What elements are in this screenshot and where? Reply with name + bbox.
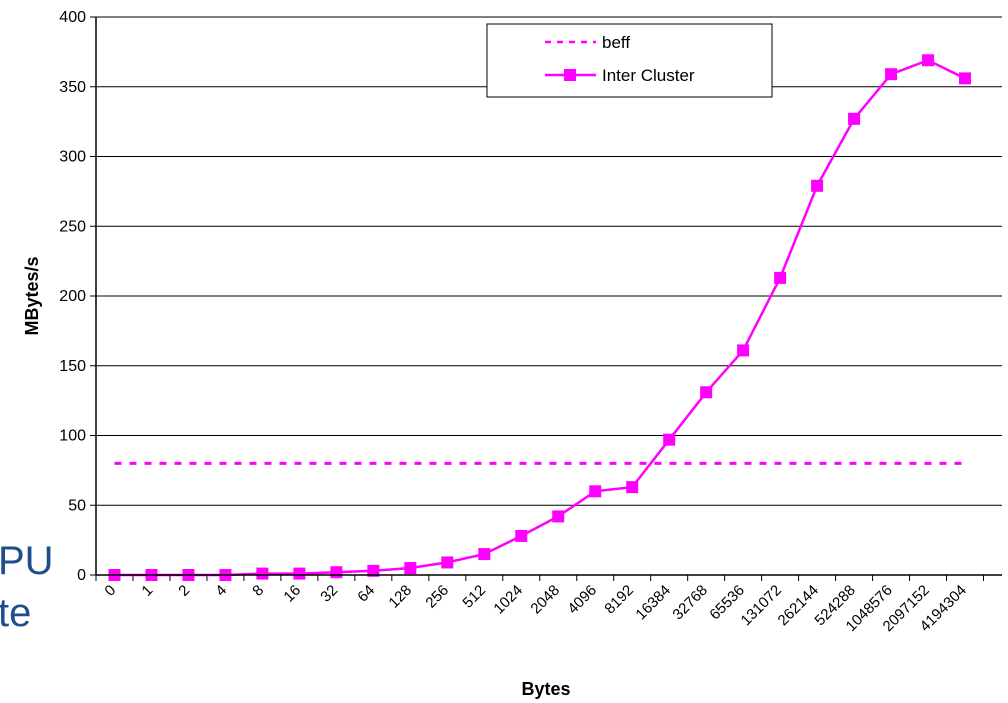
x-tick-label: 64 [354,582,378,606]
y-axis-title: MBytes/s [22,256,42,335]
data-point-marker [404,562,417,575]
data-point-marker [885,68,898,81]
x-tick-label: 1 [138,582,156,600]
data-point-marker [256,567,269,580]
y-tick-label: 350 [59,79,86,96]
y-tick-label: 0 [77,567,86,584]
x-tick-label: 4096 [564,582,600,618]
legend-beff-label: beff [602,33,630,52]
x-tick-label: 2048 [527,582,563,618]
y-tick-label: 250 [59,218,86,235]
data-point-marker [959,72,972,85]
y-tick-label: 100 [59,428,86,445]
data-point-marker [848,112,861,125]
x-axis-title: Bytes [521,679,570,699]
x-tick-labels: 0 1 2 4 8 16 32 64 128 256 512 1024 2048 4096 81921638… [95,575,985,635]
x-tick-label: 128 [385,582,415,612]
x-tick-label: 8 [249,582,267,600]
x-tick-label: 8192 [601,582,637,618]
data-point-marker [515,529,528,542]
x-tick-label: 16 [280,582,304,606]
x-tick-label: 256 [422,582,452,612]
legend-intercluster-label: Inter Cluster [602,66,695,85]
data-point-marker [552,510,565,523]
data-point-marker [737,344,750,357]
x-tick-label: 1024 [490,582,526,618]
legend-intercluster-marker [564,69,576,81]
background-text-line2: te [0,591,32,635]
data-point-marker [367,564,380,577]
y-tick-label: 200 [59,288,86,305]
data-point-marker [478,548,491,561]
x-tick-label: 262144 [775,582,822,629]
data-point-marker [774,271,787,284]
data-point-marker [330,566,343,579]
x-tick-label: 2 [175,582,193,600]
y-tick-label: 150 [59,358,86,375]
y-tick-label: 300 [59,149,86,166]
data-point-marker [589,485,602,498]
y-tick-labels: 0 50 100 150 200 250 300 350 400 [59,9,86,584]
y-tick-label: 400 [59,9,86,26]
data-point-marker [293,567,306,580]
series-intercluster-line [114,58,966,577]
data-point-marker [626,481,639,494]
grid-lines [90,16,1002,576]
legend-box [486,23,773,98]
x-tick-label: 512 [459,582,489,612]
x-tick-label: 32768 [669,582,711,624]
y-tick-label: 50 [68,497,86,514]
data-point-marker [663,433,676,446]
data-point-marker [811,179,824,192]
x-tick-label: 0 [101,582,119,600]
data-point-marker [922,54,935,67]
x-tick-label: 16384 [632,582,674,624]
legend: beff Inter Cluster [486,23,773,98]
x-tick-label: 4 [212,582,230,600]
background-text-line1: PU [0,539,54,583]
x-tick-label: 131072 [738,582,785,629]
x-tick-label: 32 [317,582,341,606]
data-point-marker [700,386,713,399]
series-group [108,54,972,581]
data-point-marker [441,556,454,569]
